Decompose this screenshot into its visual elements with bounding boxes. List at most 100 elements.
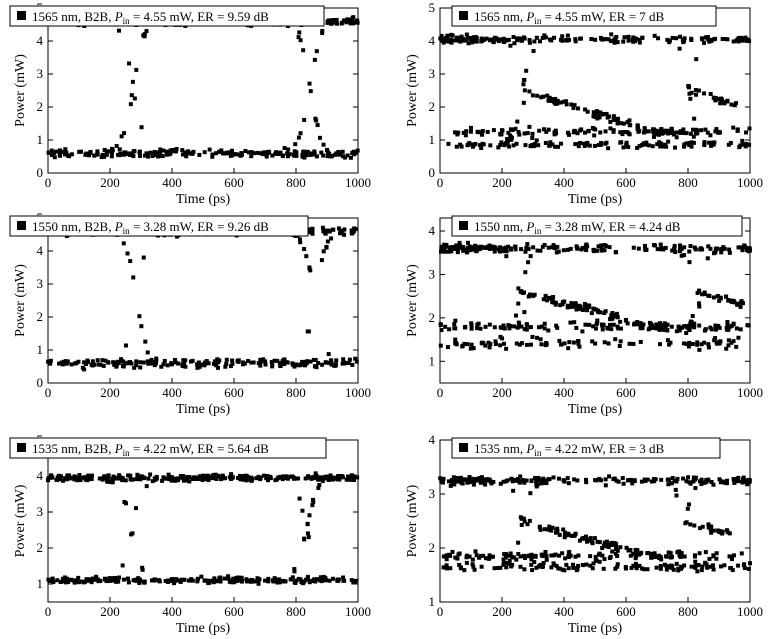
data-point xyxy=(243,149,248,154)
data-point xyxy=(157,579,162,584)
x-tick-label: 600 xyxy=(616,385,636,400)
data-point xyxy=(294,153,299,158)
data-point xyxy=(678,129,683,134)
x-tick-label: 1000 xyxy=(737,604,763,619)
data-point xyxy=(321,142,326,147)
data-point xyxy=(61,359,66,364)
data-point xyxy=(585,308,590,313)
data-point xyxy=(501,246,506,251)
data-point xyxy=(692,554,697,559)
data-point xyxy=(207,476,212,481)
data-point xyxy=(697,301,702,306)
data-point xyxy=(224,357,229,362)
data-point xyxy=(519,516,524,521)
data-point xyxy=(674,561,679,566)
data-point xyxy=(689,320,694,325)
data-point xyxy=(152,476,157,481)
data-point xyxy=(327,360,332,365)
data-point xyxy=(574,325,579,330)
data-point xyxy=(541,560,546,565)
data-point xyxy=(241,477,246,482)
data-point xyxy=(562,568,567,573)
x-axis-label: Time (ps) xyxy=(568,402,623,417)
data-point xyxy=(498,334,503,339)
data-point xyxy=(210,578,215,583)
data-point xyxy=(575,131,580,136)
data-point xyxy=(582,302,587,307)
data-point xyxy=(613,551,618,556)
data-point xyxy=(529,557,534,562)
data-point xyxy=(94,152,99,157)
data-point xyxy=(447,38,452,43)
data-point xyxy=(636,129,641,134)
data-point xyxy=(442,242,447,247)
y-tick-label: 3 xyxy=(37,276,44,291)
data-point xyxy=(525,554,530,559)
data-point xyxy=(604,111,609,116)
data-point xyxy=(453,337,458,342)
y-tick-label: 1 xyxy=(429,353,436,368)
data-point xyxy=(82,579,87,584)
data-point xyxy=(657,140,662,145)
data-point xyxy=(478,143,483,148)
data-point xyxy=(508,127,513,132)
data-point xyxy=(129,361,134,366)
data-point xyxy=(305,531,310,536)
data-point xyxy=(734,326,739,331)
data-point xyxy=(613,250,618,255)
data-point xyxy=(511,35,516,40)
data-point xyxy=(453,130,458,135)
data-point xyxy=(499,128,504,133)
plot-frame xyxy=(439,439,751,603)
data-point xyxy=(111,577,116,582)
data-point xyxy=(114,363,119,368)
data-point xyxy=(659,323,664,328)
data-point xyxy=(135,472,140,477)
data-point xyxy=(568,320,573,325)
data-point xyxy=(100,477,105,482)
data-point xyxy=(305,329,310,334)
data-point xyxy=(93,577,98,582)
data-point xyxy=(637,563,642,568)
data-point xyxy=(681,127,686,132)
data-point xyxy=(121,577,126,582)
data-point xyxy=(502,326,507,331)
data-point xyxy=(540,35,545,40)
legend: 1565 nm, Pin = 4.55 mW, ER = 7 dB xyxy=(451,5,717,27)
data-point xyxy=(514,36,519,41)
x-tick-label: 800 xyxy=(286,175,306,190)
data-point xyxy=(680,564,685,569)
data-point xyxy=(674,36,679,41)
data-point xyxy=(78,478,83,483)
data-point xyxy=(637,144,642,149)
data-point xyxy=(467,141,472,146)
data-point xyxy=(151,151,156,156)
data-point xyxy=(317,483,322,488)
data-point xyxy=(595,248,600,253)
data-point xyxy=(480,475,485,480)
data-point xyxy=(292,364,297,369)
data-point xyxy=(583,534,588,539)
data-point xyxy=(517,342,522,347)
data-point xyxy=(729,554,734,559)
data-point xyxy=(626,34,631,39)
data-point xyxy=(254,476,259,481)
data-point xyxy=(706,345,711,350)
data-point xyxy=(720,37,725,42)
data-point xyxy=(83,477,88,482)
data-point xyxy=(180,362,185,367)
data-point xyxy=(519,341,524,346)
legend-marker xyxy=(17,11,26,20)
data-point xyxy=(280,154,285,159)
data-point xyxy=(472,567,477,572)
data-point xyxy=(150,479,155,484)
data-point xyxy=(106,360,111,365)
data-point xyxy=(664,565,669,570)
data-point xyxy=(570,301,575,306)
data-point xyxy=(350,16,355,21)
legend-box xyxy=(9,437,327,459)
data-point xyxy=(539,324,544,329)
data-point xyxy=(550,295,555,300)
data-point xyxy=(700,564,705,569)
data-point xyxy=(145,350,150,355)
